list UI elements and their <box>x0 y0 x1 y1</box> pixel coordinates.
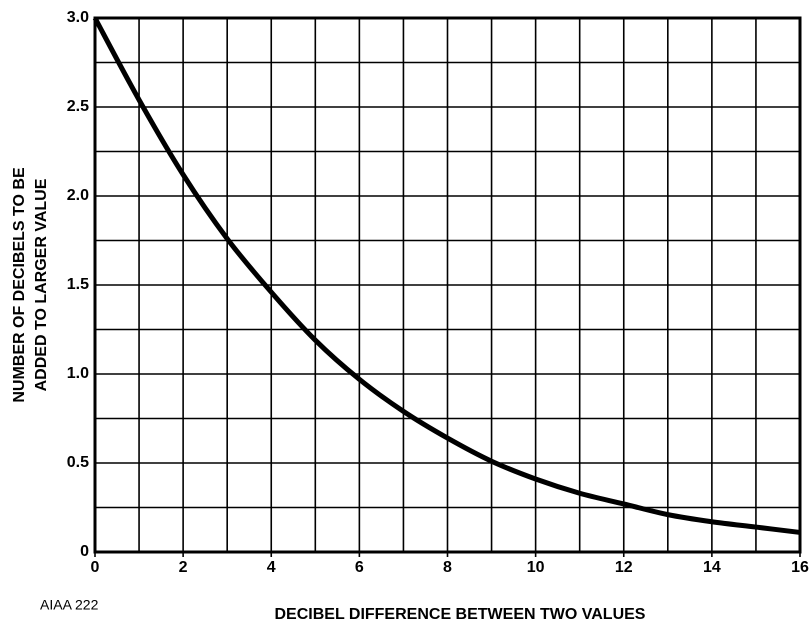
x-tick-label: 8 <box>443 559 452 576</box>
y-tick-label: 0 <box>80 543 89 560</box>
x-tick-label: 0 <box>91 559 100 576</box>
x-tick-label: 6 <box>355 559 364 576</box>
x-tick-label: 2 <box>179 559 188 576</box>
y-axis-label: ADDED TO LARGER VALUE <box>33 178 50 391</box>
y-axis-label: NUMBER OF DECIBELS TO BE <box>11 167 28 403</box>
plot-frame <box>93 16 802 554</box>
x-axis-label: DECIBEL DIFFERENCE BETWEEN TWO VALUES <box>275 606 646 623</box>
y-tick-label: 2.5 <box>67 98 89 115</box>
footnote: AIAA 222 <box>40 597 99 613</box>
x-tick-label: 16 <box>791 559 809 576</box>
x-tick-label: 10 <box>527 559 545 576</box>
y-tick-label: 1.0 <box>67 365 89 382</box>
x-tick-label: 12 <box>615 559 633 576</box>
y-tick-label: 3.0 <box>67 9 89 26</box>
y-tick-label: 0.5 <box>67 454 89 471</box>
x-tick-label: 4 <box>267 559 276 576</box>
y-tick-label: 2.0 <box>67 187 89 204</box>
x-tick-label: 14 <box>703 559 721 576</box>
y-tick-label: 1.5 <box>67 276 89 293</box>
curve <box>92 16 801 535</box>
